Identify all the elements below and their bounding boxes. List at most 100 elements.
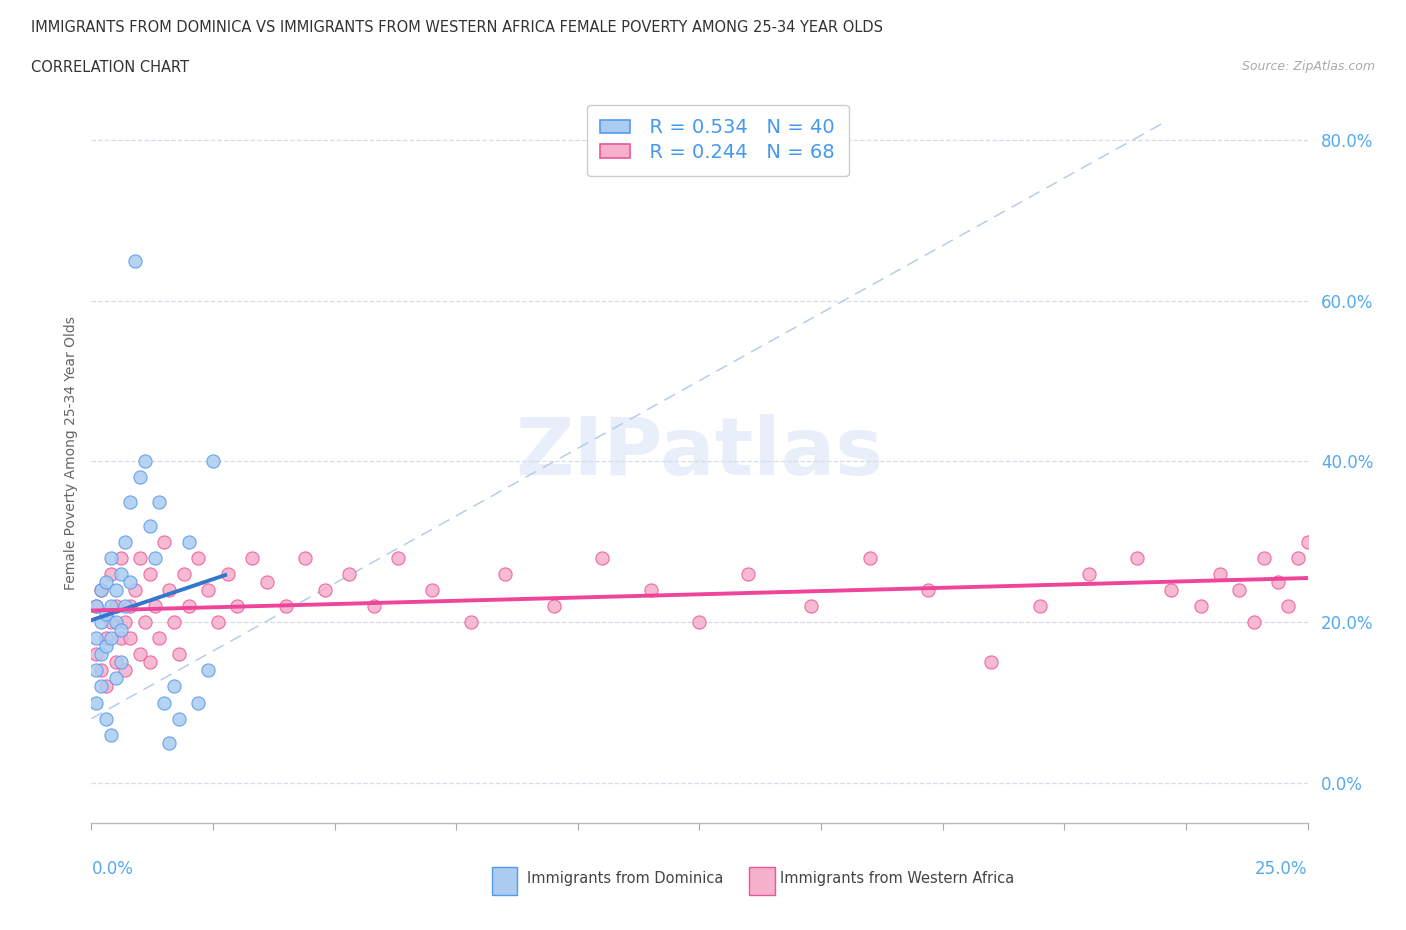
Point: [124, 582, 146, 597]
Point: [139, 655, 162, 670]
Point: [207, 615, 229, 630]
Point: [1267, 575, 1289, 590]
Point: [148, 631, 170, 645]
Point: [90, 679, 112, 694]
Point: [157, 736, 180, 751]
Point: [387, 551, 409, 565]
Point: [640, 582, 662, 597]
Point: [110, 655, 132, 670]
Point: [460, 615, 482, 630]
Point: [114, 535, 136, 550]
Point: [100, 599, 122, 614]
Point: [1253, 551, 1275, 565]
Point: [294, 551, 316, 565]
Point: [1160, 582, 1182, 597]
Point: [100, 631, 122, 645]
Point: [494, 566, 516, 581]
Point: [1029, 599, 1052, 614]
Point: [1209, 566, 1232, 581]
Point: [139, 518, 162, 533]
Point: [120, 599, 142, 614]
Point: [110, 631, 132, 645]
Point: [94, 575, 117, 590]
Point: [1126, 551, 1149, 565]
Point: [157, 582, 180, 597]
Point: [124, 253, 146, 268]
Point: [94, 639, 117, 654]
Text: CORRELATION CHART: CORRELATION CHART: [31, 60, 188, 75]
Point: [84, 599, 107, 614]
Point: [177, 599, 200, 614]
Point: [110, 551, 132, 565]
Point: [173, 566, 195, 581]
Text: Source: ZipAtlas.com: Source: ZipAtlas.com: [1241, 60, 1375, 73]
Point: [217, 566, 239, 581]
Point: [420, 582, 443, 597]
Point: [163, 615, 186, 630]
Point: [153, 695, 176, 710]
Point: [688, 615, 710, 630]
Point: [104, 582, 127, 597]
Point: [240, 551, 263, 565]
Point: [134, 454, 156, 469]
Point: [337, 566, 360, 581]
Point: [800, 599, 823, 614]
Point: [90, 582, 112, 597]
Point: [84, 631, 107, 645]
Point: [84, 599, 107, 614]
Point: [543, 599, 565, 614]
Point: [90, 582, 112, 597]
Point: [737, 566, 759, 581]
Point: [153, 535, 176, 550]
Point: [94, 631, 117, 645]
Point: [274, 599, 297, 614]
Point: [202, 454, 225, 469]
Point: [84, 695, 107, 710]
Point: [134, 615, 156, 630]
Point: [177, 535, 200, 550]
Point: [104, 615, 127, 630]
Point: [187, 695, 209, 710]
Point: [163, 679, 186, 694]
Point: [143, 599, 166, 614]
Point: [84, 647, 107, 662]
Point: [90, 663, 112, 678]
Point: [90, 647, 112, 662]
Point: [1229, 582, 1251, 597]
Point: [1286, 551, 1309, 565]
Point: [187, 551, 209, 565]
Point: [167, 711, 190, 726]
Y-axis label: Female Poverty Among 25-34 Year Olds: Female Poverty Among 25-34 Year Olds: [63, 316, 77, 591]
Point: [1077, 566, 1099, 581]
Point: [917, 582, 939, 597]
Point: [139, 566, 162, 581]
Point: [167, 647, 190, 662]
Point: [120, 494, 142, 509]
Point: [129, 647, 152, 662]
Point: [226, 599, 249, 614]
Point: [110, 623, 132, 638]
Point: [197, 582, 219, 597]
Point: [94, 606, 117, 621]
Point: [120, 631, 142, 645]
Text: IMMIGRANTS FROM DOMINICA VS IMMIGRANTS FROM WESTERN AFRICA FEMALE POVERTY AMONG : IMMIGRANTS FROM DOMINICA VS IMMIGRANTS F…: [31, 20, 883, 35]
Point: [591, 551, 613, 565]
Point: [1296, 535, 1319, 550]
Point: [94, 711, 117, 726]
Point: [100, 615, 122, 630]
Point: [980, 655, 1002, 670]
Point: [90, 615, 112, 630]
Point: [197, 663, 219, 678]
Text: Immigrants from Western Africa: Immigrants from Western Africa: [780, 871, 1015, 886]
Point: [114, 615, 136, 630]
Point: [114, 663, 136, 678]
Point: [148, 494, 170, 509]
Point: [110, 566, 132, 581]
Point: [114, 599, 136, 614]
Point: [314, 582, 336, 597]
Point: [1243, 615, 1265, 630]
Point: [100, 727, 122, 742]
Point: [859, 551, 882, 565]
Text: 25.0%: 25.0%: [1256, 860, 1308, 878]
Point: [94, 679, 117, 694]
